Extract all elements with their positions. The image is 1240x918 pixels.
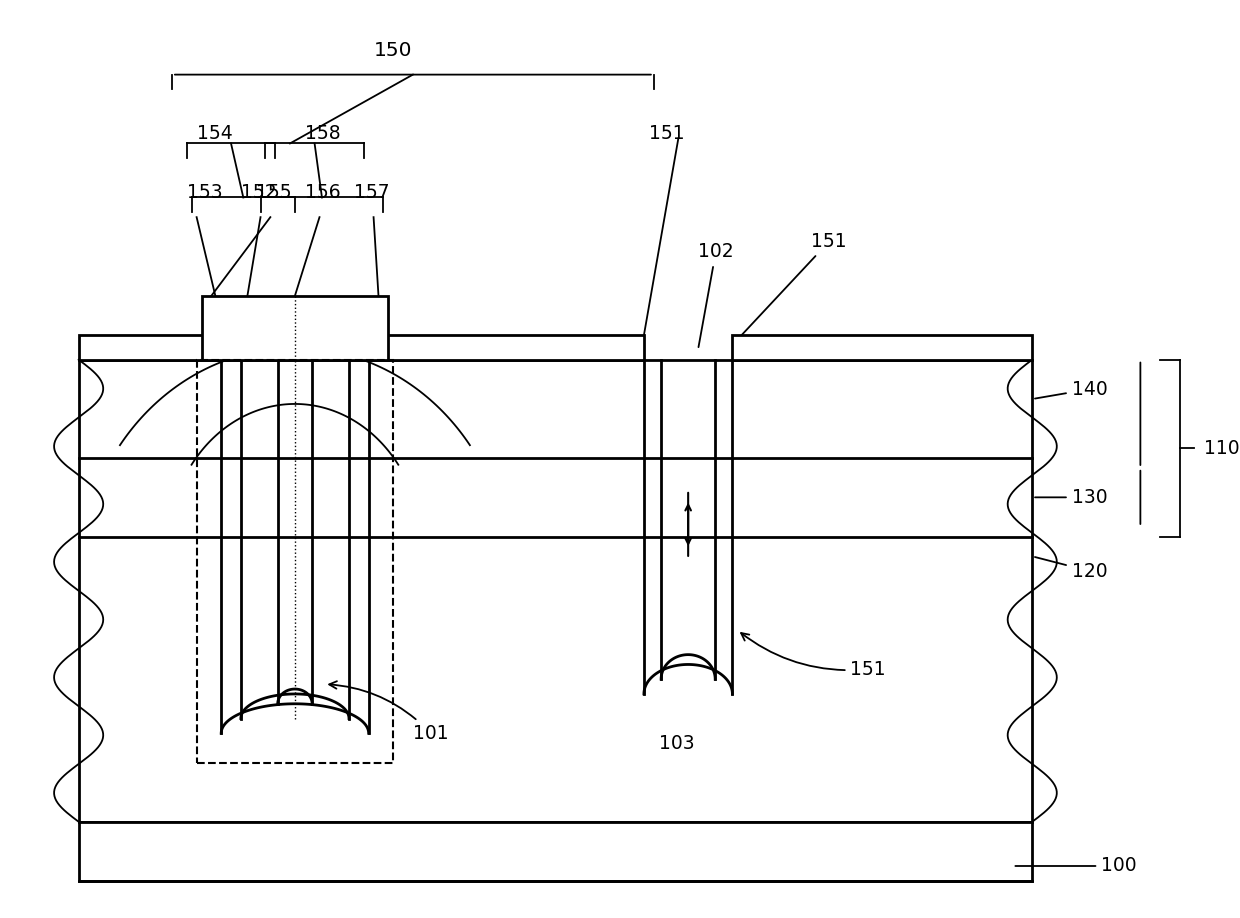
Text: 155: 155 xyxy=(255,183,291,202)
Bar xyxy=(733,335,1032,360)
Text: 153: 153 xyxy=(187,183,222,202)
Text: 120: 120 xyxy=(1035,557,1107,580)
Text: 151: 151 xyxy=(649,124,684,143)
Text: 130: 130 xyxy=(1035,487,1107,507)
Bar xyxy=(202,296,388,360)
Bar xyxy=(197,360,393,763)
Text: 157: 157 xyxy=(353,183,389,202)
Bar xyxy=(78,822,1032,880)
Text: 156: 156 xyxy=(305,183,341,202)
Bar xyxy=(368,335,644,360)
Bar xyxy=(78,335,221,360)
Text: 152: 152 xyxy=(241,183,277,202)
Text: 158: 158 xyxy=(305,124,341,143)
Text: 102: 102 xyxy=(698,242,734,347)
Text: 110: 110 xyxy=(1204,439,1240,458)
Text: 151: 151 xyxy=(742,633,887,679)
Text: 151: 151 xyxy=(734,232,847,343)
Text: 140: 140 xyxy=(1035,380,1107,398)
Bar xyxy=(78,360,1032,822)
Text: 150: 150 xyxy=(374,40,413,60)
Text: 100: 100 xyxy=(1016,856,1137,876)
Text: 154: 154 xyxy=(197,124,232,143)
Text: 101: 101 xyxy=(329,681,449,743)
Text: 103: 103 xyxy=(658,733,694,753)
